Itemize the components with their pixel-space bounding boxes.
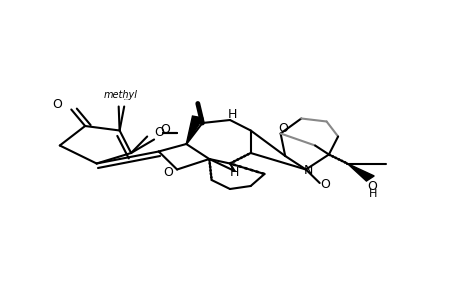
Text: H: H [368,189,376,199]
Polygon shape [186,116,203,144]
Text: O: O [277,122,287,136]
Text: O: O [319,178,330,191]
Text: H: H [230,166,239,179]
Text: O: O [160,123,170,136]
Polygon shape [347,164,373,181]
Text: methyl: methyl [104,90,138,100]
Text: N: N [303,164,312,178]
Text: O: O [162,166,173,179]
Text: O: O [153,126,163,139]
Text: O: O [52,98,62,111]
Text: methyl: methyl [124,99,129,100]
Text: H: H [227,107,236,121]
Text: O: O [367,179,377,193]
